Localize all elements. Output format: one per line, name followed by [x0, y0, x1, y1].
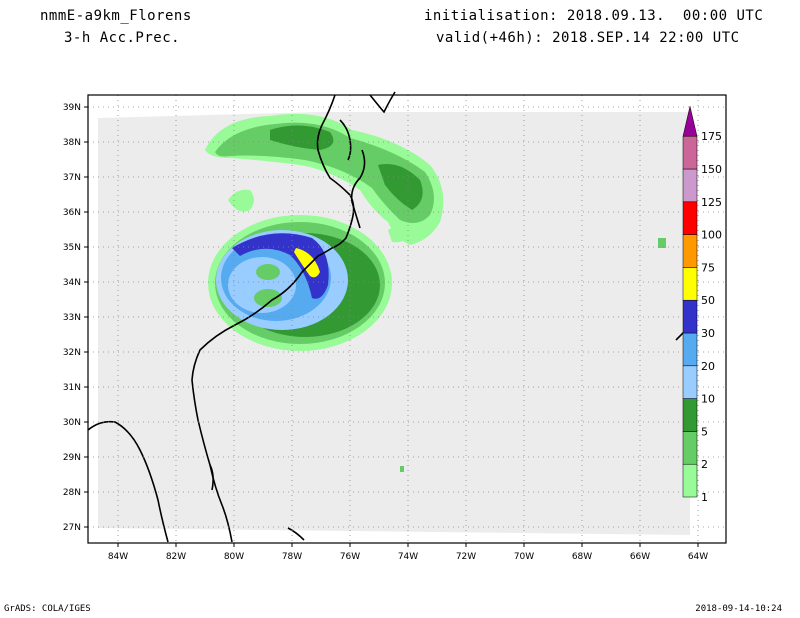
initialisation-time: initialisation: 2018.09.13. 00:00 UTC: [424, 8, 764, 24]
colorbar-label: 125: [701, 196, 722, 209]
lat-tick-label: 29N: [63, 453, 81, 463]
colorbar-label: 20: [701, 360, 715, 373]
lon-tick-label: 76W: [340, 552, 360, 562]
model-title: nmmE-a9km_Florens: [40, 8, 192, 24]
lon-tick-label: 66W: [630, 552, 650, 562]
colorbar-segment: [682, 135, 698, 170]
lat-tick-label: 32N: [63, 348, 81, 358]
colorbar-segment: [682, 168, 698, 203]
colorbar-label: 175: [701, 130, 722, 143]
longitude-axis: 84W 82W 80W 78W 76W 74W 72W 70W 68W 66W 64W: [108, 543, 708, 562]
colorbar-label: 2: [701, 458, 708, 471]
colorbar-segment: [682, 299, 698, 334]
colorbar-label: 100: [701, 229, 722, 242]
colorbar-label: 1: [701, 491, 708, 504]
lon-tick-label: 64W: [688, 552, 708, 562]
colorbar-label: 75: [701, 261, 715, 274]
colorbar-segment: [682, 332, 698, 367]
lon-tick-label: 70W: [514, 552, 534, 562]
colorbar-segment: [682, 267, 698, 301]
coastline: [87, 91, 685, 543]
colorbar-label: 10: [701, 393, 715, 406]
lat-tick-label: 35N: [63, 243, 81, 253]
valid-time: valid(+46h): 2018.SEP.14 22:00 UTC: [436, 30, 740, 46]
colorbar-segment: [682, 201, 698, 235]
generation-timestamp: 2018-09-14-10:24: [695, 604, 782, 614]
lon-tick-label: 80W: [224, 552, 244, 562]
lon-tick-label: 82W: [166, 552, 186, 562]
lat-tick-label: 27N: [63, 523, 81, 533]
precip-shading: [205, 113, 666, 472]
lat-tick-label: 39N: [63, 103, 81, 113]
lat-tick-label: 36N: [63, 208, 81, 218]
lat-tick-label: 33N: [63, 313, 81, 323]
latitude-axis: 39N 38N 37N 36N 35N 34N 33N 32N 31N 30N 29N 28N 27N: [63, 103, 88, 533]
colorbar-arrow: [682, 106, 698, 137]
lat-tick-label: 34N: [63, 278, 81, 288]
model-domain: [98, 112, 690, 535]
colorbar-segment: [682, 365, 698, 399]
colorbar-label: 5: [701, 425, 708, 438]
lat-tick-label: 37N: [63, 173, 81, 183]
colorbar-segment: [682, 398, 698, 432]
lon-tick-label: 78W: [282, 552, 302, 562]
lat-tick-label: 31N: [63, 383, 81, 393]
colorbar-segment: [682, 463, 698, 498]
lon-tick-label: 74W: [398, 552, 418, 562]
colorbar-segment: [682, 234, 698, 268]
colorbar-label: 50: [701, 294, 715, 307]
colorbar-label: 150: [701, 163, 722, 176]
colorbar-segment: [682, 431, 698, 465]
colorbar-label: 30: [701, 327, 715, 340]
lon-tick-label: 72W: [456, 552, 476, 562]
lat-tick-label: 28N: [63, 488, 81, 498]
lat-tick-label: 38N: [63, 138, 81, 148]
lon-tick-label: 68W: [572, 552, 592, 562]
grads-credit: GrADS: COLA/IGES: [4, 604, 91, 614]
lat-tick-label: 30N: [63, 418, 81, 428]
field-title: 3-h Acc.Prec.: [64, 30, 181, 46]
lon-tick-label: 84W: [108, 552, 128, 562]
map-frame: [87, 94, 727, 544]
